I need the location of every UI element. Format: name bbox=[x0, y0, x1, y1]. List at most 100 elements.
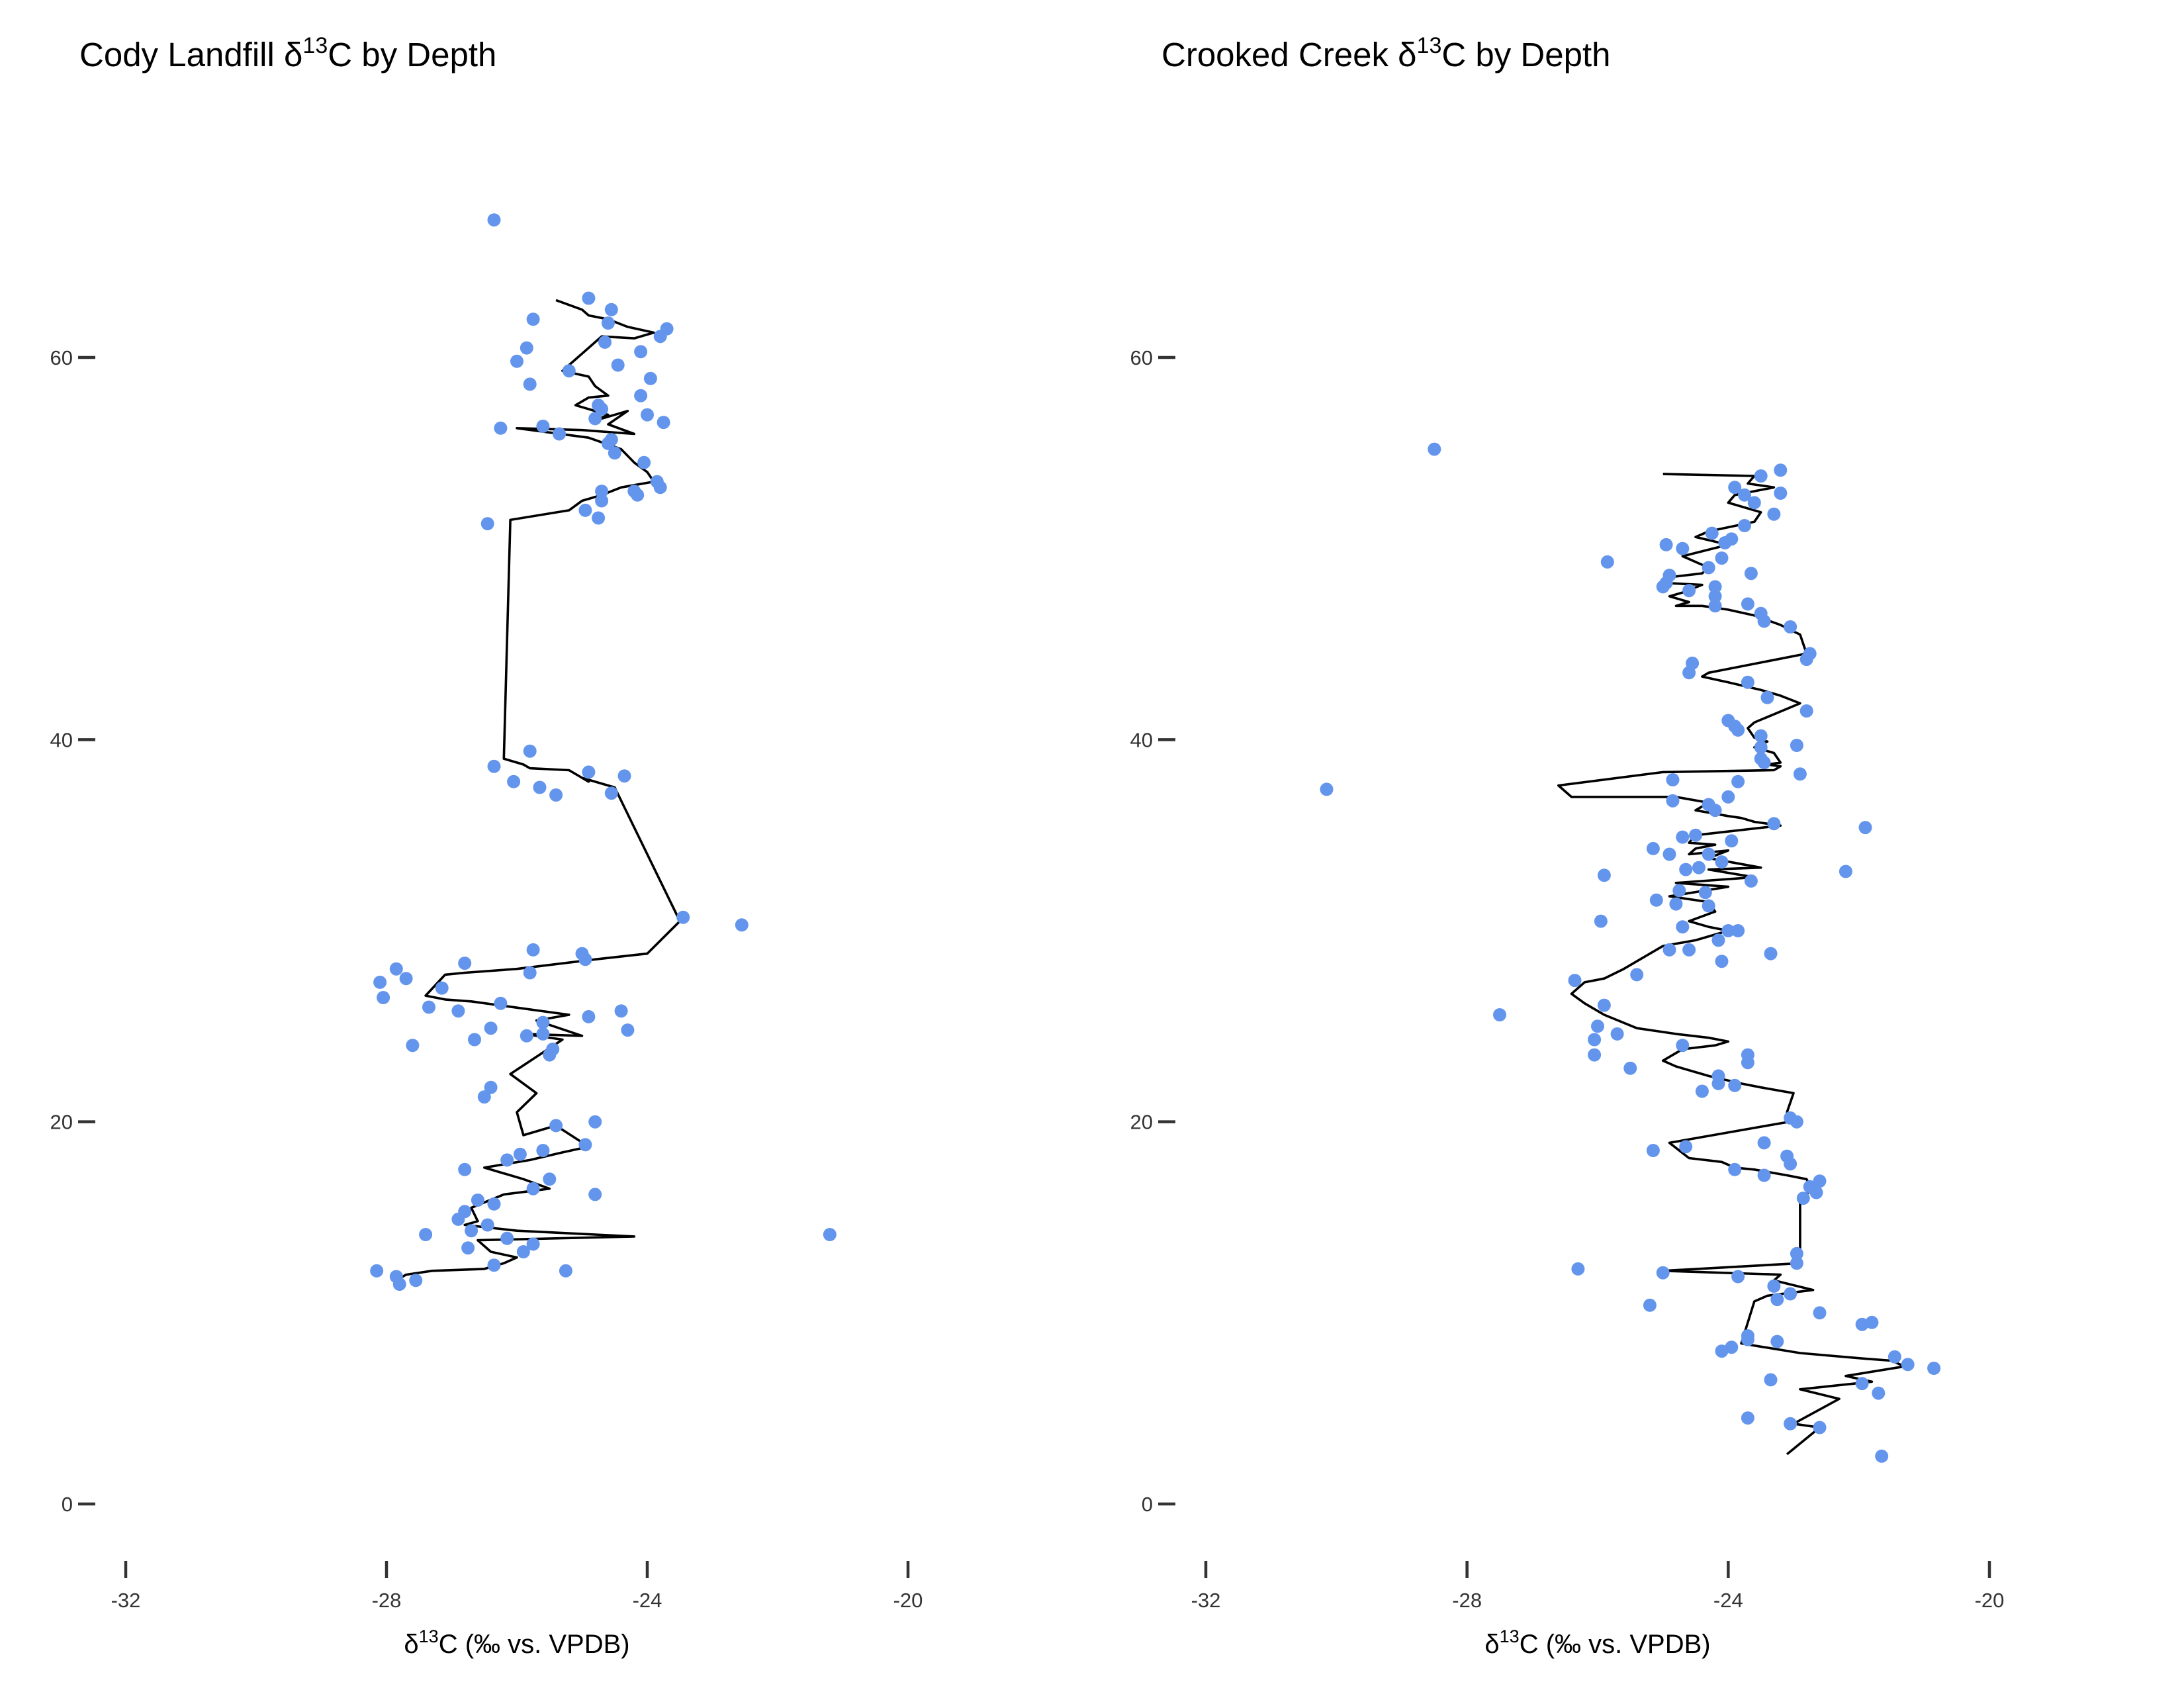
sample-point bbox=[549, 788, 563, 802]
sample-point bbox=[487, 759, 501, 773]
sample-point bbox=[1744, 874, 1758, 888]
sample-point bbox=[1754, 740, 1768, 754]
sample-point bbox=[1623, 1061, 1637, 1075]
sample-point bbox=[1571, 1262, 1585, 1276]
sample-point bbox=[1708, 804, 1722, 818]
sample-point bbox=[1682, 666, 1696, 680]
x-axis-label-superscript: 13 bbox=[1500, 1626, 1520, 1646]
sample-point bbox=[389, 962, 403, 976]
sample-point bbox=[1764, 947, 1778, 961]
x-axis-label-end: C (‰ vs. VPDB) bbox=[1520, 1630, 1711, 1659]
sample-point bbox=[1646, 841, 1660, 855]
sample-point bbox=[614, 1004, 628, 1018]
sample-point bbox=[582, 765, 596, 779]
sample-point bbox=[1865, 1315, 1879, 1329]
sample-point bbox=[1588, 1048, 1602, 1062]
sample-point bbox=[1790, 1246, 1803, 1260]
sample-point bbox=[526, 1237, 540, 1251]
sample-point bbox=[617, 769, 631, 783]
sample-point bbox=[641, 408, 654, 422]
sample-point bbox=[1799, 653, 1813, 667]
sample-point bbox=[604, 303, 618, 316]
sample-point bbox=[1568, 974, 1582, 988]
sample-point bbox=[1676, 1039, 1690, 1053]
panel-title: Crooked Creek δ13C by Depth bbox=[1161, 33, 1611, 73]
sample-point bbox=[1672, 884, 1686, 898]
sample-point bbox=[1813, 1421, 1827, 1434]
sample-point bbox=[562, 364, 576, 378]
sample-point bbox=[1649, 893, 1663, 907]
sample-point bbox=[1659, 538, 1673, 551]
sample-point bbox=[523, 966, 537, 980]
sample-point bbox=[1790, 739, 1803, 752]
title-end: C by Depth bbox=[1441, 36, 1610, 73]
sample-point bbox=[1790, 1256, 1803, 1270]
sample-point bbox=[377, 991, 390, 1004]
title-main: Crooked Creek δ bbox=[1161, 36, 1417, 73]
x-tick-label: -20 bbox=[1975, 1589, 2005, 1612]
sample-point bbox=[409, 1274, 423, 1288]
sample-point bbox=[1597, 868, 1611, 882]
sample-point bbox=[604, 786, 618, 800]
y-tick-label: 60 bbox=[1130, 346, 1153, 369]
sample-point bbox=[1813, 1306, 1827, 1320]
sample-point bbox=[494, 996, 508, 1010]
sample-point bbox=[451, 1004, 465, 1018]
sample-point bbox=[1741, 1333, 1754, 1346]
sample-point bbox=[1705, 526, 1719, 540]
sample-point bbox=[1754, 469, 1768, 483]
sample-point bbox=[1799, 704, 1813, 718]
depth-trace-line bbox=[1557, 473, 1906, 1456]
title-superscript: 13 bbox=[1417, 33, 1442, 58]
sample-point bbox=[1747, 496, 1761, 510]
sample-point bbox=[1695, 1084, 1709, 1098]
y-tick-label: 40 bbox=[50, 728, 73, 751]
title-main: Cody Landfill δ bbox=[79, 36, 302, 73]
sample-point bbox=[1725, 834, 1739, 848]
sample-point bbox=[1760, 690, 1774, 704]
sample-point bbox=[592, 511, 606, 525]
x-tick-label: -20 bbox=[893, 1589, 923, 1612]
sample-point bbox=[1813, 1174, 1827, 1188]
sample-point bbox=[1872, 1386, 1886, 1400]
sample-point bbox=[588, 1115, 602, 1129]
x-axis-label-main: δ bbox=[404, 1630, 418, 1659]
x-axis-label-superscript: 13 bbox=[419, 1626, 439, 1646]
sample-point bbox=[520, 1029, 533, 1043]
sample-point bbox=[1741, 1056, 1754, 1070]
sample-point bbox=[1676, 830, 1690, 844]
sample-point bbox=[1679, 1140, 1693, 1154]
sample-point bbox=[1702, 847, 1715, 861]
sample-point bbox=[1679, 863, 1693, 876]
x-axis-label: δ13C (‰ vs. VPDB) bbox=[1484, 1626, 1710, 1659]
sample-point bbox=[1643, 1298, 1657, 1312]
y-tick-label: 0 bbox=[62, 1493, 73, 1516]
sample-point bbox=[1741, 675, 1754, 689]
sample-point bbox=[676, 910, 690, 924]
sample-point bbox=[1711, 1076, 1725, 1090]
sample-point bbox=[657, 416, 670, 430]
depth-trace-line bbox=[398, 299, 682, 1280]
sample-point bbox=[1738, 519, 1751, 532]
sample-point bbox=[465, 1224, 478, 1238]
sample-point bbox=[1784, 620, 1797, 633]
sample-point bbox=[1741, 597, 1754, 611]
sample-point bbox=[1656, 1266, 1670, 1280]
sample-point bbox=[500, 1153, 514, 1167]
sample-point bbox=[1646, 1144, 1660, 1157]
sample-point bbox=[399, 972, 413, 986]
sample-point bbox=[559, 1264, 572, 1278]
sample-point bbox=[653, 481, 667, 494]
x-tick-label: -24 bbox=[1713, 1589, 1743, 1612]
sample-point bbox=[1591, 1019, 1604, 1033]
sample-point bbox=[468, 1033, 481, 1047]
sample-point bbox=[526, 943, 540, 957]
sample-point bbox=[1793, 767, 1807, 781]
sample-point bbox=[1702, 899, 1715, 913]
sample-point bbox=[526, 312, 540, 326]
sample-point bbox=[553, 427, 566, 441]
sample-point bbox=[634, 345, 648, 359]
sample-point bbox=[1588, 1033, 1602, 1047]
